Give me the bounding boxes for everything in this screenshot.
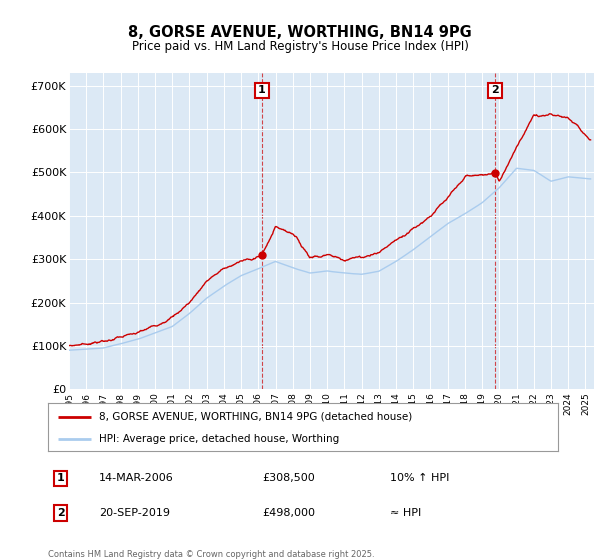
- Text: ≈ HPI: ≈ HPI: [390, 508, 421, 518]
- Text: HPI: Average price, detached house, Worthing: HPI: Average price, detached house, Wort…: [99, 434, 339, 444]
- Text: Price paid vs. HM Land Registry's House Price Index (HPI): Price paid vs. HM Land Registry's House …: [131, 40, 469, 53]
- Text: £498,000: £498,000: [262, 508, 315, 518]
- Text: 8, GORSE AVENUE, WORTHING, BN14 9PG: 8, GORSE AVENUE, WORTHING, BN14 9PG: [128, 25, 472, 40]
- Text: 14-MAR-2006: 14-MAR-2006: [99, 473, 174, 483]
- Text: 2: 2: [491, 86, 499, 95]
- Text: Contains HM Land Registry data © Crown copyright and database right 2025.
This d: Contains HM Land Registry data © Crown c…: [48, 550, 374, 560]
- Text: 8, GORSE AVENUE, WORTHING, BN14 9PG (detached house): 8, GORSE AVENUE, WORTHING, BN14 9PG (det…: [99, 412, 412, 422]
- Text: 2: 2: [57, 508, 65, 518]
- Text: 10% ↑ HPI: 10% ↑ HPI: [390, 473, 449, 483]
- Text: 20-SEP-2019: 20-SEP-2019: [99, 508, 170, 518]
- Text: £308,500: £308,500: [262, 473, 315, 483]
- Text: 1: 1: [57, 473, 65, 483]
- Text: 1: 1: [258, 86, 266, 95]
